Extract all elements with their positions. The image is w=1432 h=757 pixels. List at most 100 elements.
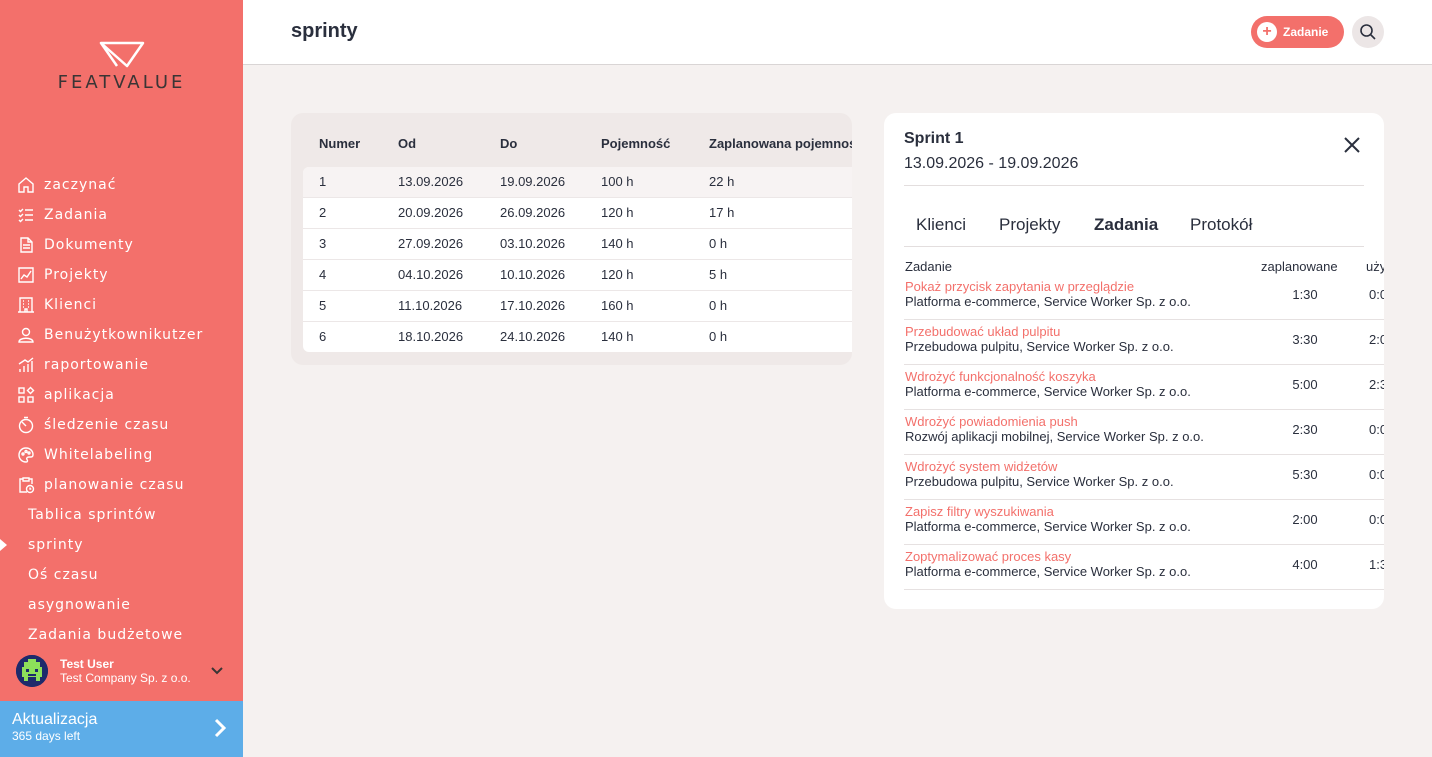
sidebar-item-aplikacja[interactable]: aplikacja <box>0 380 243 410</box>
task-used: 1:30 <box>1369 557 1384 572</box>
sidebar-item-zadania[interactable]: Zadania <box>0 200 243 230</box>
task-row: Zapisz filtry wyszukiwania Platforma e-c… <box>904 500 1384 545</box>
column-header-od[interactable]: Od <box>398 136 417 151</box>
sidebar-item-dokumenty[interactable]: Dokumenty <box>0 230 243 260</box>
cell-zaplanowana: 0 h <box>709 298 728 313</box>
cell-do: 10.10.2026 <box>500 267 566 282</box>
cell-pojemnosc: 120 h <box>601 267 634 282</box>
task-link[interactable]: Pokaż przycisk zapytania w przeglądzie <box>905 279 1135 294</box>
add-task-label: Zadanie <box>1283 25 1329 39</box>
task-link[interactable]: Zapisz filtry wyszukiwania <box>905 504 1054 519</box>
cell-pojemnosc: 140 h <box>601 236 634 251</box>
cell-od: 11.10.2026 <box>398 298 463 313</box>
tab-zadania[interactable]: Zadania <box>1094 215 1159 234</box>
cell-zaplanowana: 0 h <box>709 236 728 251</box>
task-row: Wdrożyć system widżetów Przebudowa pulpi… <box>904 455 1384 500</box>
task-link[interactable]: Przebudować układ pulpitu <box>905 324 1061 339</box>
logo[interactable]: FEATVALUE <box>0 40 243 93</box>
column-header-do[interactable]: Do <box>500 136 518 151</box>
sidebar-item-klienci[interactable]: Klienci <box>0 290 243 320</box>
cell-numer: 2 <box>319 205 327 220</box>
table-row[interactable]: 6 18.10.2026 24.10.2026 140 h 0 h <box>303 322 852 352</box>
sidebar-item-raportowanie[interactable]: raportowanie <box>0 350 243 380</box>
column-header-uzyte: użyte <box>1366 259 1384 274</box>
sidebar-item-label: planowanie czasu <box>44 477 185 493</box>
close-icon[interactable] <box>1340 133 1364 157</box>
task-link[interactable]: Wdrożyć funkcjonalność koszyka <box>905 369 1096 384</box>
avatar <box>16 655 48 687</box>
user-company: Test Company Sp. z o.o. <box>60 671 191 685</box>
sprints-table: Numer Od Do Pojemność Zaplanowana pojemn… <box>291 113 852 365</box>
cell-do: 24.10.2026 <box>500 329 566 344</box>
task-used: 0:00 <box>1369 287 1384 302</box>
upgrade-title: Aktualizacja <box>12 711 98 728</box>
sidebar-item-projekty[interactable]: Projekty <box>0 260 243 290</box>
table-row[interactable]: 5 11.10.2026 17.10.2026 160 h 0 h <box>303 291 852 322</box>
task-planned: 3:30 <box>1292 332 1318 347</box>
search-button[interactable] <box>1352 16 1384 48</box>
table-row[interactable]: 2 20.09.2026 26.09.2026 120 h 17 h <box>303 198 852 229</box>
column-header-pojemnosc[interactable]: Pojemność <box>601 136 671 151</box>
search-icon <box>1360 24 1376 40</box>
cell-numer: 4 <box>319 267 327 282</box>
task-link[interactable]: Wdrożyć powiadomienia push <box>905 414 1078 429</box>
cell-od: 27.09.2026 <box>398 236 464 251</box>
task-planned: 2:00 <box>1292 512 1318 527</box>
task-planned: 1:30 <box>1292 287 1318 302</box>
column-header-zaplanowane: zaplanowane <box>1261 259 1338 274</box>
column-header-zaplanowana-pojemnosc[interactable]: Zaplanowana pojemność <box>709 136 852 151</box>
user-menu[interactable]: Test User Test Company Sp. z o.o. <box>0 648 243 694</box>
tab-protokol[interactable]: Protokół <box>1190 215 1253 234</box>
sidebar-item-label: zaczynać <box>44 177 117 193</box>
task-link[interactable]: Zoptymalizować proces kasy <box>905 549 1072 564</box>
table-row[interactable]: 3 27.09.2026 03.10.2026 140 h 0 h <box>303 229 852 260</box>
cell-do: 03.10.2026 <box>500 236 566 251</box>
sidebar-item-label: aplikacja <box>44 387 115 403</box>
apps-grid-icon <box>16 385 36 405</box>
table-header: Numer Od Do Pojemność Zaplanowana pojemn… <box>291 113 852 168</box>
chevron-down-icon[interactable] <box>203 657 231 685</box>
sidebar-subitem-asygnowanie[interactable]: asygnowanie <box>28 597 131 613</box>
task-project: Platforma e-commerce, Service Worker Sp.… <box>905 564 1191 579</box>
sidebar-subitem-zadania-budzetowe[interactable]: Zadania budżetowe <box>28 627 184 643</box>
home-icon <box>16 175 36 195</box>
bar-trend-icon <box>16 355 36 375</box>
palette-icon <box>16 445 36 465</box>
page-title: sprinty <box>291 20 358 42</box>
cell-pojemnosc: 160 h <box>601 298 634 313</box>
cell-numer: 6 <box>319 329 327 344</box>
sidebar-subitem-sprinty[interactable]: sprinty <box>0 530 243 560</box>
column-header-zadanie: Zadanie <box>905 259 952 274</box>
sidebar-subitem-tablica-sprintow[interactable]: Tablica sprintów <box>28 507 157 523</box>
task-row: Pokaż przycisk zapytania w przeglądzie P… <box>904 275 1384 320</box>
task-row: Wdrożyć powiadomienia push Rozwój aplika… <box>904 410 1384 455</box>
cell-pojemnosc: 120 h <box>601 205 634 220</box>
building-icon <box>16 295 36 315</box>
cell-numer: 1 <box>319 174 327 189</box>
cell-zaplanowana: 22 h <box>709 174 735 189</box>
table-row[interactable]: 4 04.10.2026 10.10.2026 120 h 5 h <box>303 260 852 291</box>
tab-projekty[interactable]: Projekty <box>999 215 1061 234</box>
cell-od: 13.09.2026 <box>398 174 464 189</box>
upgrade-banner[interactable]: Aktualizacja 365 days left <box>0 701 243 757</box>
sidebar-item-zaczynac[interactable]: zaczynać <box>0 170 243 200</box>
cell-pojemnosc: 140 h <box>601 329 634 344</box>
column-header-numer[interactable]: Numer <box>319 136 361 151</box>
sidebar-item-sledzenie-czasu[interactable]: śledzenie czasu <box>0 410 243 440</box>
task-row: Wdrożyć funkcjonalność koszyka Platforma… <box>904 365 1384 410</box>
task-row: Przebudować układ pulpitu Przebudowa pul… <box>904 320 1384 365</box>
sidebar-item-whitelabeling[interactable]: Whitelabeling <box>0 440 243 470</box>
sidebar-item-label: Projekty <box>44 267 109 283</box>
cell-do: 17.10.2026 <box>500 298 566 313</box>
task-project: Przebudowa pulpitu, Service Worker Sp. z… <box>905 339 1174 354</box>
sidebar: FEATVALUE zaczynać Zadania Dokumenty Pro… <box>0 0 243 757</box>
sidebar-item-planowanie-czasu[interactable]: planowanie czasu <box>0 470 243 500</box>
chevron-right-icon <box>213 717 227 744</box>
sidebar-subitem-os-czasu[interactable]: Oś czasu <box>28 567 99 583</box>
chart-board-icon <box>16 265 36 285</box>
sidebar-item-benutzer[interactable]: Benużytkownikutzer <box>0 320 243 350</box>
task-link[interactable]: Wdrożyć system widżetów <box>905 459 1058 474</box>
table-row[interactable]: 1 13.09.2026 19.09.2026 100 h 22 h <box>303 167 852 198</box>
tab-klienci[interactable]: Klienci <box>916 215 967 234</box>
add-task-button[interactable]: + Zadanie <box>1251 16 1344 48</box>
